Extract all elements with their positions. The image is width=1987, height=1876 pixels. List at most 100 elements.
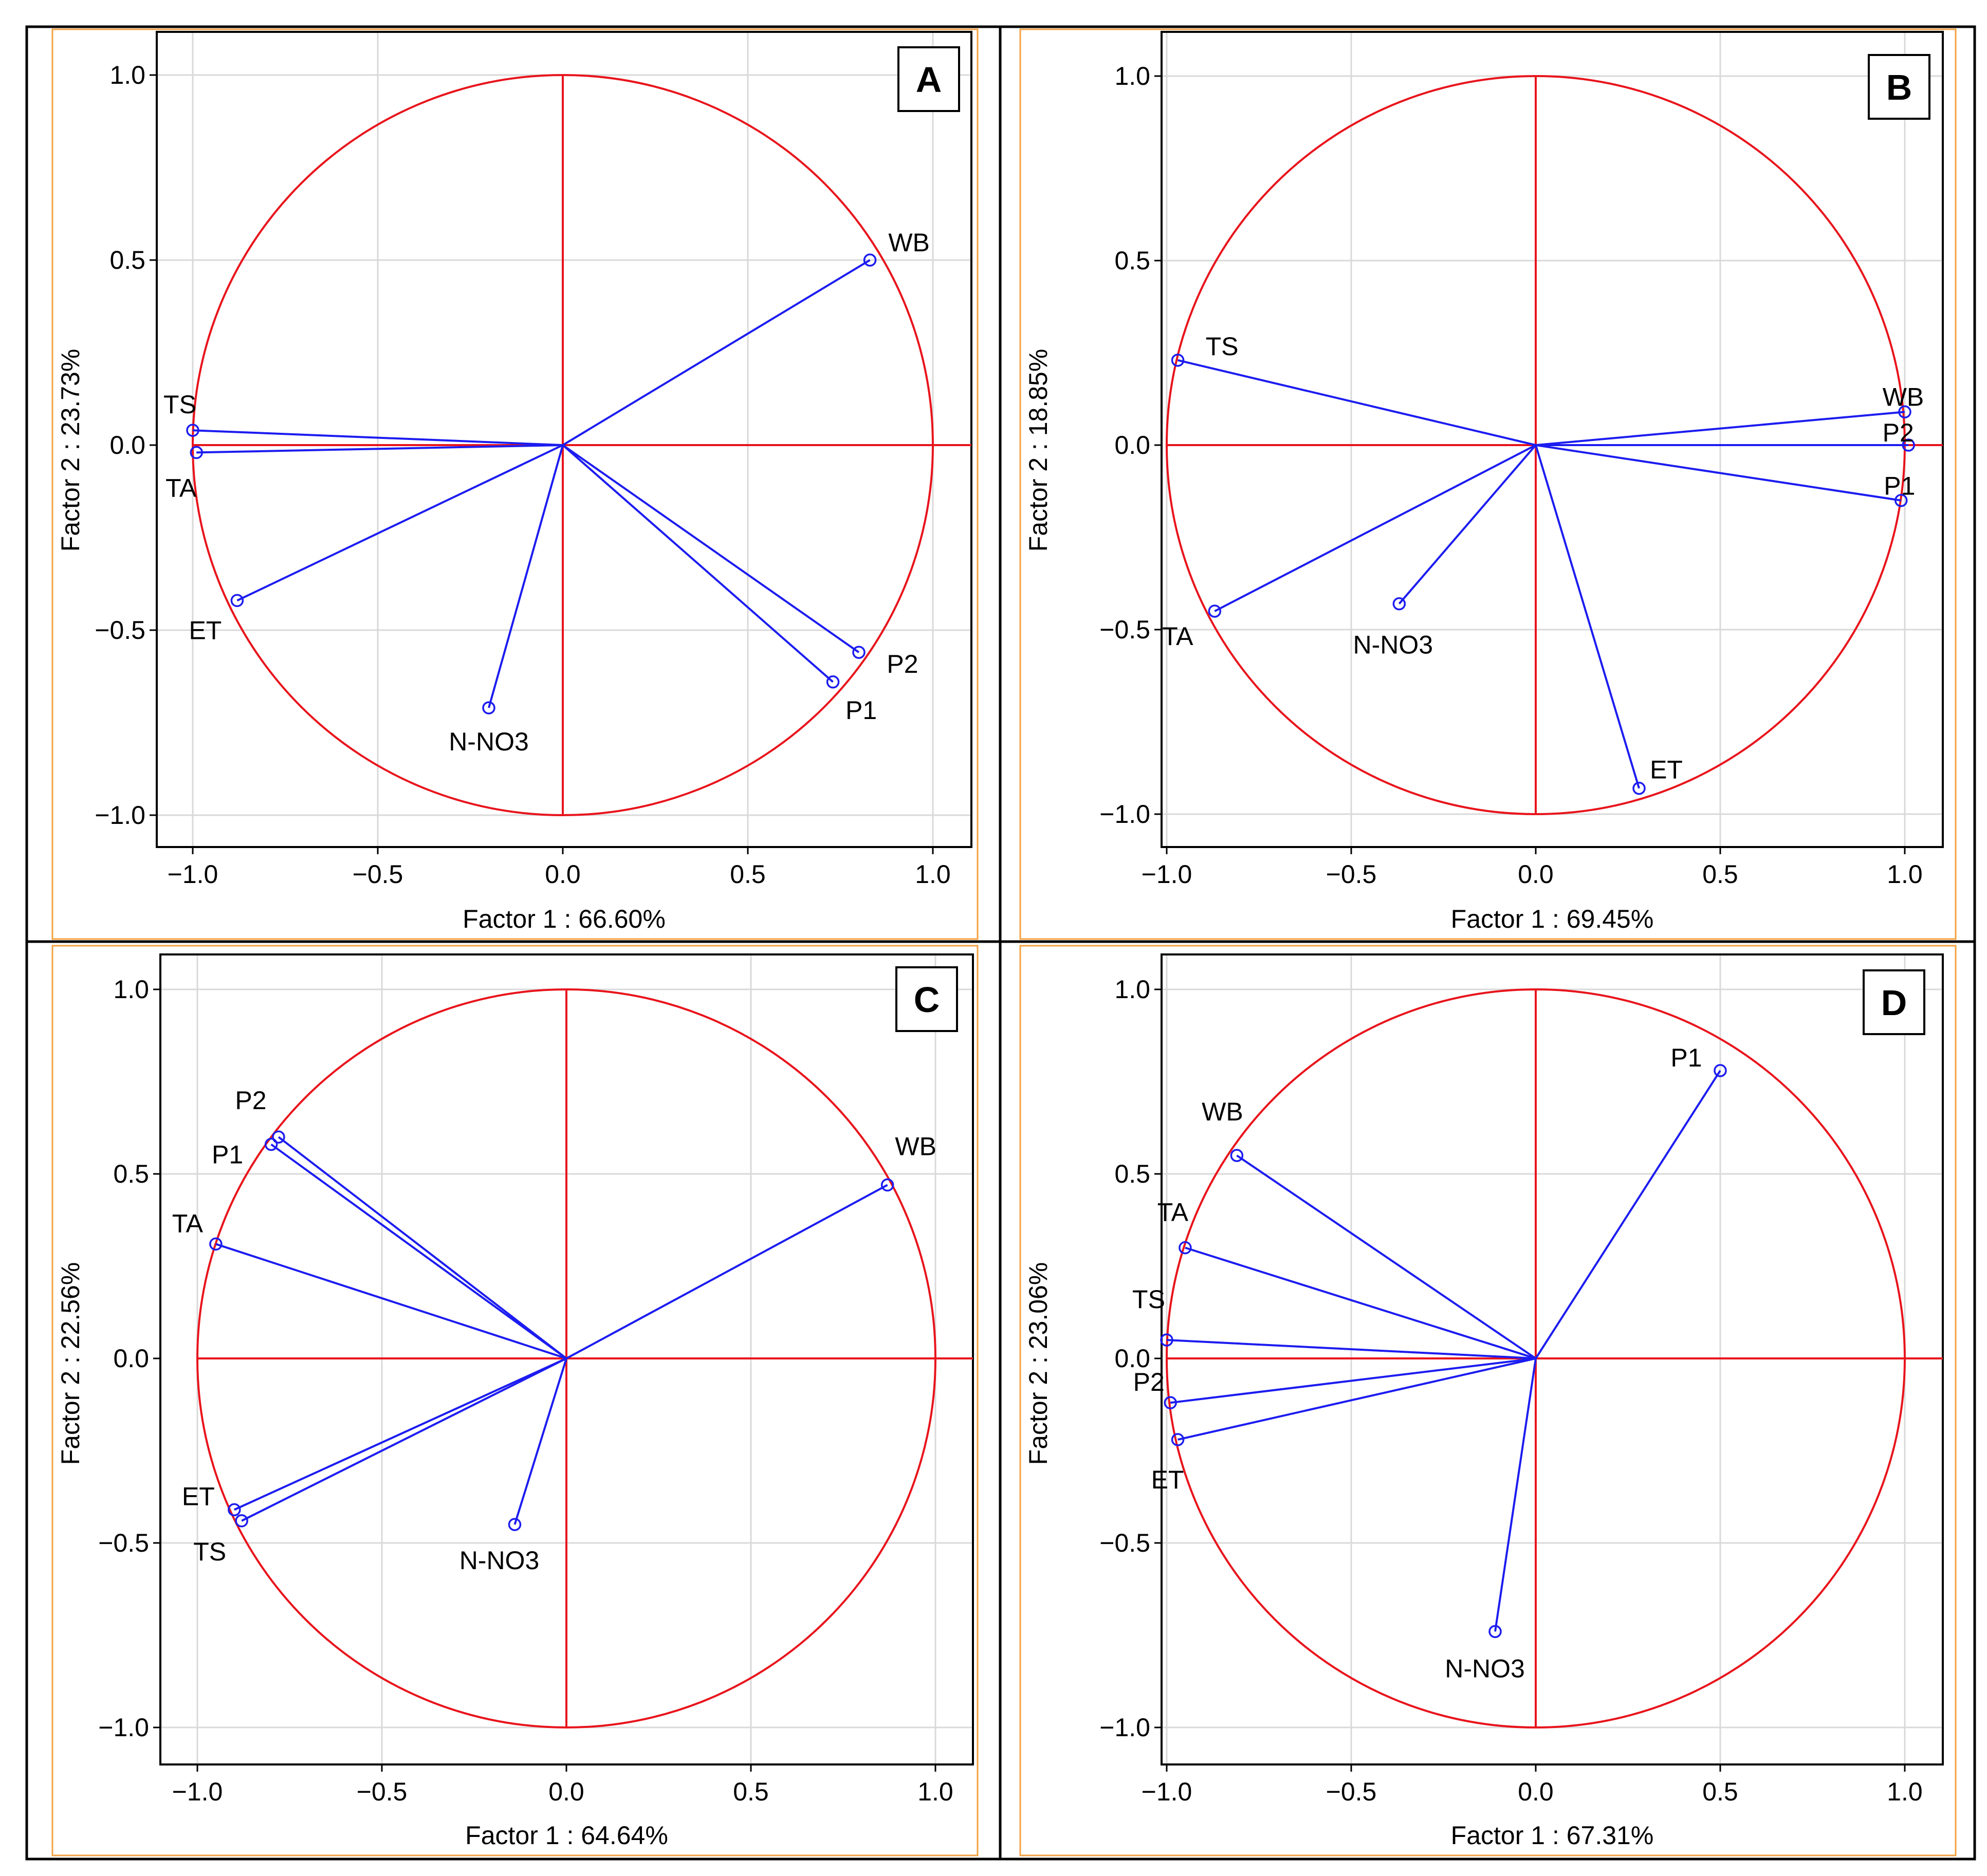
point-wb (880, 1178, 894, 1192)
panel-label-box (897, 46, 960, 112)
point-p2 (272, 1130, 285, 1144)
x-axis-title: Factor 1 : 66.60% (463, 905, 666, 933)
y-tick-label: 1.0 (113, 975, 149, 1004)
vector-n-no3 (1494, 1358, 1537, 1632)
y-tick-label: −0.5 (98, 1529, 149, 1557)
x-tick-label: 0.5 (1702, 1777, 1738, 1806)
vector-wb (1535, 411, 1905, 446)
x-tick-label: 0.5 (730, 860, 766, 889)
x-tick-label: −1.0 (172, 1777, 223, 1806)
point-label-p2: P2 (1133, 1368, 1165, 1396)
point-label-p2: P2 (1883, 418, 1914, 447)
y-tick-label: −0.5 (95, 616, 145, 645)
point-n-no3 (1392, 597, 1406, 611)
y-tick-label: 0.5 (109, 246, 145, 274)
y-tick-label: −1.0 (1099, 1713, 1150, 1742)
point-label-wb: WB (1202, 1097, 1243, 1126)
vector-p2 (562, 444, 860, 653)
x-tick-label: −0.5 (1326, 860, 1377, 889)
point-ts (1171, 354, 1185, 367)
panel-label: A (916, 60, 942, 100)
point-label-p1: P1 (1884, 472, 1915, 501)
vector-n-no3 (488, 445, 564, 708)
vector-ta (215, 1243, 567, 1359)
x-tick-label: −1.0 (1142, 860, 1192, 889)
panel-border (51, 945, 979, 1856)
vector-wb (562, 259, 871, 446)
x-tick-label: −0.5 (353, 860, 403, 889)
vector-wb (1236, 1154, 1537, 1359)
vector-p1 (562, 444, 834, 683)
y-axis-title: Factor 2 : 22.56% (56, 1262, 85, 1465)
point-label-et: ET (1650, 756, 1683, 784)
point-label-et: ET (182, 1482, 215, 1511)
y-tick-label: 0.0 (1114, 1344, 1150, 1373)
vector-p1 (1535, 444, 1902, 502)
point-ta (209, 1237, 223, 1251)
point-label-p1: P1 (845, 696, 877, 725)
vector-ta (196, 444, 563, 454)
point-label-wb: WB (888, 228, 930, 257)
point-label-n-no3: N-NO3 (459, 1546, 540, 1575)
y-axis-title: Factor 2 : 23.73% (56, 349, 85, 552)
point-p1 (264, 1137, 278, 1151)
y-tick-label: 0.0 (109, 431, 145, 459)
vector-p1 (270, 1143, 567, 1359)
vector-ts (192, 429, 563, 446)
point-label-ta: TA (1162, 622, 1193, 651)
point-p1 (1894, 493, 1908, 507)
vector-et (1178, 1357, 1536, 1441)
point-ts (235, 1514, 248, 1528)
x-tick-label: 0.0 (1518, 860, 1554, 889)
point-label-p2: P2 (887, 650, 918, 678)
point-n-no3 (1488, 1625, 1502, 1639)
x-tick-label: 0.0 (545, 860, 581, 889)
y-tick-label: −1.0 (1099, 800, 1150, 829)
x-axis-title: Factor 1 : 69.45% (1451, 905, 1654, 933)
panel-label: B (1886, 67, 1912, 107)
point-label-et: ET (1151, 1465, 1184, 1494)
point-label-p1: P1 (1670, 1043, 1702, 1072)
point-label-ts: TS (163, 390, 196, 419)
point-label-p1: P1 (212, 1141, 243, 1169)
point-et (1171, 1433, 1185, 1446)
panel-border (51, 28, 979, 940)
x-tick-label: −1.0 (168, 860, 218, 889)
point-label-n-no3: N-NO3 (1353, 631, 1433, 659)
point-wb (1230, 1149, 1244, 1162)
point-p2 (1902, 438, 1915, 452)
point-label-ta: TA (165, 473, 197, 502)
point-label-et: ET (189, 616, 222, 645)
point-label-ta: TA (1157, 1198, 1189, 1227)
panel-label: C (914, 980, 940, 1020)
y-tick-label: 0.0 (113, 1344, 149, 1373)
vector-et (236, 444, 563, 602)
y-tick-label: −1.0 (95, 801, 145, 830)
point-wb (1898, 405, 1911, 419)
point-n-no3 (482, 701, 495, 714)
point-label-n-no3: N-NO3 (449, 727, 529, 756)
x-tick-label: 1.0 (917, 1777, 953, 1806)
point-wb (863, 253, 877, 267)
point-p2 (852, 646, 866, 659)
point-label-n-no3: N-NO3 (1445, 1654, 1525, 1683)
chart-panel-b: −1.0 −0.5 0.0 0.5 1.0 1.0 0.5 0.0 −0.5 −1.0 TS WB P2… (1019, 28, 1957, 940)
point-p2 (1164, 1396, 1177, 1409)
point-et (228, 1503, 241, 1517)
y-tick-label: −0.5 (1099, 615, 1150, 644)
x-tick-label: −1.0 (1142, 1777, 1192, 1806)
y-axis-title: Factor 2 : 18.85% (1024, 349, 1053, 552)
point-n-no3 (508, 1518, 522, 1531)
point-label-ts: TS (1132, 1285, 1165, 1314)
panel-label-box (1868, 54, 1930, 120)
point-ts (186, 424, 199, 437)
point-label-ts: TS (1206, 332, 1239, 361)
point-et (1632, 781, 1646, 795)
vector-ta (1185, 1246, 1536, 1359)
point-ta (190, 446, 203, 459)
x-tick-label: −0.5 (357, 1777, 408, 1806)
y-tick-label: 1.0 (109, 61, 145, 89)
vector-n-no3 (513, 1358, 567, 1525)
y-tick-label: −1.0 (98, 1713, 149, 1742)
